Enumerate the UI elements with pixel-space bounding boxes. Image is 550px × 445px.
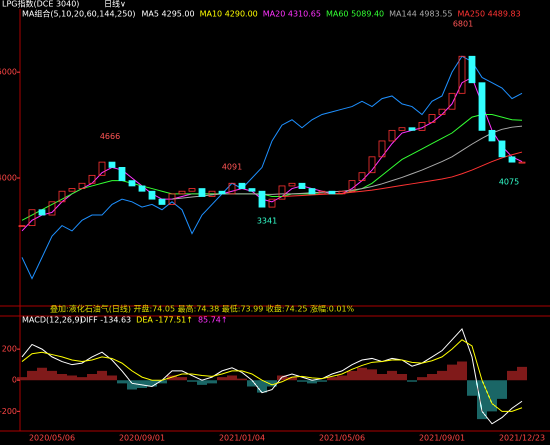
candle <box>138 185 146 192</box>
y-tick-label: 0 <box>12 376 17 385</box>
legend-entry: MA5 4295.00 <box>142 10 195 19</box>
candle <box>418 122 426 131</box>
extreme-label: 6801 <box>453 19 473 28</box>
candle <box>168 193 176 205</box>
x-tick-label: 2020/05/06 <box>29 434 75 443</box>
candle <box>118 167 126 182</box>
candle <box>128 180 136 187</box>
candle <box>178 190 186 195</box>
x-tick-label: 2020/09/01 <box>119 434 165 443</box>
candle <box>108 161 116 168</box>
legend-entry: MA60 5089.40 <box>326 10 384 19</box>
x-tick-label: 2021/12/23 <box>499 434 545 443</box>
candle <box>398 127 406 131</box>
candle <box>268 198 276 208</box>
extreme-label: 3341 <box>257 216 277 225</box>
candle <box>248 188 256 192</box>
candle <box>238 182 246 189</box>
y-tick-label: 4000 <box>0 173 17 182</box>
candle <box>498 140 506 158</box>
candle <box>198 188 206 197</box>
legend-entry: MA250 4489.83 <box>457 10 520 19</box>
x-tick-label: 2021/01/04 <box>219 434 265 443</box>
candle <box>188 188 196 192</box>
extreme-label: 4075 <box>499 178 519 187</box>
header-title: LPG指数(DCE 3040) <box>2 0 79 9</box>
candle <box>368 156 376 174</box>
candle <box>358 172 366 182</box>
legend-entry: DIFF -134.63 <box>80 316 131 325</box>
macd-line <box>21 327 523 425</box>
y-tick-label: -200 <box>0 407 17 416</box>
candle <box>378 140 386 158</box>
candle <box>148 190 156 200</box>
candle <box>28 209 36 227</box>
candle <box>48 201 56 216</box>
candle <box>428 114 436 123</box>
candle <box>228 182 236 195</box>
candle <box>328 190 336 195</box>
candle <box>18 225 26 228</box>
ma-line <box>281 151 523 198</box>
legend-entry: 85.74↑ <box>198 316 228 325</box>
x-tick-label: 2021/05/06 <box>319 434 365 443</box>
candle <box>508 156 516 163</box>
candle <box>58 190 66 203</box>
candle <box>68 188 76 192</box>
candle <box>218 190 226 195</box>
candle <box>478 82 486 131</box>
candle <box>338 190 346 195</box>
macd-title: MACD(12,26,9) <box>22 316 83 325</box>
candle <box>448 92 456 110</box>
candle <box>78 182 86 189</box>
candle <box>408 127 416 131</box>
candle <box>468 55 476 84</box>
candle <box>348 180 356 192</box>
candle <box>98 161 106 176</box>
candle <box>438 108 446 115</box>
legend-entry: MA10 4290.00 <box>200 10 258 19</box>
candle <box>298 182 306 189</box>
legend-entry: MA144 4983.55 <box>389 10 452 19</box>
candle <box>518 161 526 164</box>
candle <box>88 174 96 184</box>
y-tick-label: 6000 <box>0 68 17 77</box>
legend-title: MA组合(5,10,20,60,144,250) <box>22 9 136 19</box>
extreme-label: 4666 <box>100 132 120 141</box>
candle <box>458 55 466 94</box>
macd-line <box>21 339 523 412</box>
candle <box>278 185 286 200</box>
extreme-label: 4091 <box>222 163 242 172</box>
candle <box>258 190 266 208</box>
candle <box>318 190 326 195</box>
candle <box>388 129 396 142</box>
candle <box>38 209 46 216</box>
header-period: 日线∨ <box>104 0 126 9</box>
candle <box>488 129 496 142</box>
legend-entry: MA20 4310.65 <box>263 10 321 19</box>
ma-line <box>21 113 523 221</box>
candle <box>288 182 296 187</box>
candle <box>308 188 316 195</box>
overlay-line <box>21 55 523 280</box>
legend-entry: DEA -177.51↑ <box>136 316 193 325</box>
y-tick-label: 200 <box>2 345 17 354</box>
candle <box>208 190 216 197</box>
candle <box>158 198 166 205</box>
info-line: 叠加:液化石油气(日线) 开盘:74.05 最高:74.38 最低:73.99 … <box>50 304 355 314</box>
x-tick-label: 2021/09/01 <box>419 434 465 443</box>
